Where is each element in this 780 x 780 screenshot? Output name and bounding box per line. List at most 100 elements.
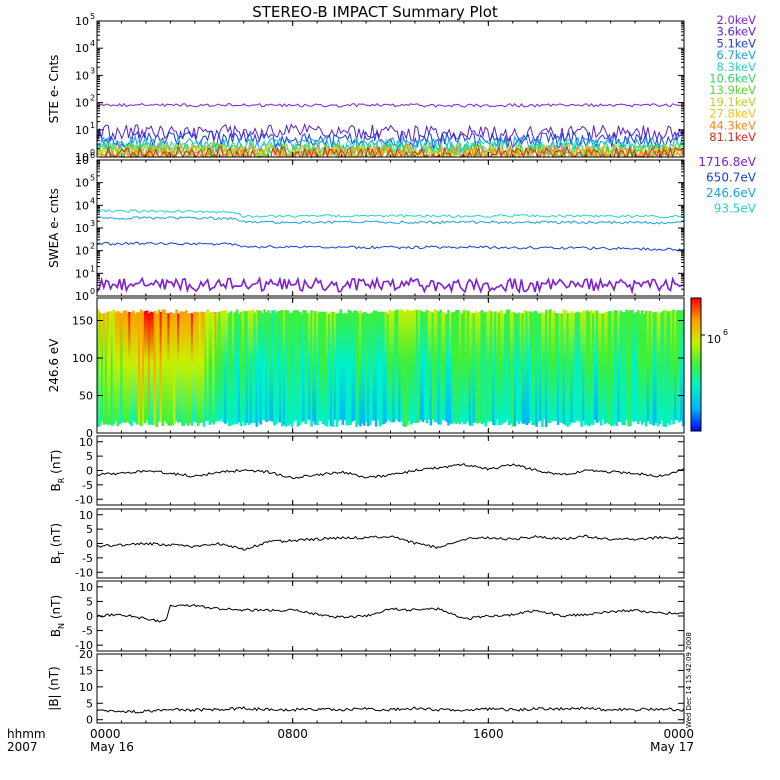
- time-tick-label: 1600: [473, 727, 504, 741]
- pad-column: [292, 310, 296, 422]
- pad-column: [609, 311, 613, 426]
- pad-column: [257, 310, 261, 423]
- pad-column: [613, 310, 617, 425]
- pad-column: [453, 312, 456, 423]
- pad-column: [390, 311, 394, 423]
- pad-column: [212, 311, 215, 425]
- y-tick-label: 10: [75, 154, 89, 167]
- pad-column: [310, 310, 313, 427]
- pad-column: [533, 310, 536, 426]
- series-line-ste: [96, 102, 684, 108]
- y-tick-label: 150: [72, 315, 93, 328]
- series-line-swea: [96, 209, 685, 219]
- pad-column: [478, 311, 482, 422]
- y-tick-label: 10: [75, 245, 89, 258]
- pad-column: [509, 312, 513, 424]
- pad-column: [173, 313, 176, 424]
- pad-column: [474, 311, 478, 423]
- pad-column: [656, 313, 660, 427]
- pad-column: [143, 311, 147, 424]
- y-tick-label: -10: [75, 566, 93, 579]
- pad-column: [108, 311, 112, 425]
- y-tick-label: 10: [75, 290, 89, 303]
- y-tick-label: 10: [75, 267, 89, 280]
- pad-column: [316, 311, 319, 426]
- pad-column: [460, 313, 464, 422]
- pad-column: [552, 310, 556, 422]
- colorbar-label: 10: [707, 333, 721, 346]
- y-tick-exponent: 2: [90, 242, 95, 251]
- pad-column: [523, 310, 527, 424]
- pad-column: [408, 310, 411, 421]
- pad-column: [593, 310, 597, 420]
- y-label-subscript: N: [57, 623, 66, 629]
- pad-column: [155, 313, 159, 427]
- pad-column: [615, 310, 619, 427]
- y-axis-label: BT (nT): [49, 523, 66, 564]
- pad-column: [382, 312, 386, 425]
- pad-column: [564, 310, 568, 426]
- pad-column: [639, 313, 642, 422]
- pad-column: [245, 311, 249, 423]
- pad-column: [147, 313, 151, 425]
- panel-frame: [96, 653, 685, 724]
- pad-column: [642, 313, 646, 423]
- pad-column: [519, 313, 523, 422]
- legend-entry: 93.5eV: [714, 202, 757, 216]
- y-tick-label: -5: [82, 625, 93, 638]
- pad-column: [163, 310, 167, 421]
- pad-column: [138, 312, 141, 424]
- y-tick-label: 10: [79, 509, 93, 522]
- series-line-ste: [96, 134, 685, 155]
- timestamp-stamp: Wed Dec 14 15:42:09 2008: [685, 632, 693, 728]
- pad-column: [372, 310, 376, 421]
- y-axis-label: 246.6 eV: [47, 338, 61, 393]
- y-tick-label: 0: [86, 538, 93, 551]
- pad-column: [505, 309, 509, 420]
- pad-column: [588, 312, 591, 427]
- pad-column: [384, 311, 388, 423]
- pad-column: [584, 311, 587, 426]
- pad-column: [134, 313, 137, 423]
- pad-column: [188, 313, 192, 424]
- y-label-unit: (nT): [49, 450, 63, 478]
- pad-column: [325, 313, 329, 427]
- y-tick-label: 0: [86, 714, 93, 727]
- pad-column: [102, 312, 106, 425]
- pad-column: [678, 310, 681, 423]
- legend-entry: 81.1keV: [709, 130, 756, 144]
- pad-column: [296, 310, 300, 427]
- pad-column: [249, 310, 253, 424]
- pad-column: [490, 311, 493, 422]
- y-axis-label: BR (nT): [49, 450, 66, 492]
- pad-column: [177, 313, 180, 423]
- pad-column: [404, 311, 407, 427]
- y-label-text: B: [49, 629, 63, 637]
- series-line-ste: [96, 122, 685, 144]
- pad-column: [562, 309, 566, 425]
- pad-column: [513, 312, 517, 427]
- legend-entry: 246.6eV: [706, 186, 757, 200]
- pad-column: [640, 310, 644, 425]
- pad-column: [439, 309, 442, 425]
- panel-frame: [96, 508, 685, 579]
- pad-column: [365, 312, 368, 422]
- pad-column: [130, 312, 133, 427]
- pad-column: [570, 311, 574, 423]
- trace-line-bmag: [96, 706, 685, 714]
- pad-column: [392, 311, 396, 423]
- pad-column: [535, 311, 538, 427]
- date-tick-label: May 16: [90, 740, 134, 754]
- y-label-text: SWEA e- cnts: [47, 188, 61, 268]
- pad-column: [198, 311, 202, 423]
- pad-column: [331, 311, 335, 427]
- pad-column: [611, 312, 615, 426]
- pad-column: [263, 309, 266, 421]
- pad-column: [517, 312, 521, 424]
- pad-column: [222, 310, 225, 423]
- pad-column: [631, 309, 634, 422]
- pad-column: [410, 310, 413, 425]
- pad-column: [288, 313, 292, 425]
- pad-column: [378, 311, 382, 427]
